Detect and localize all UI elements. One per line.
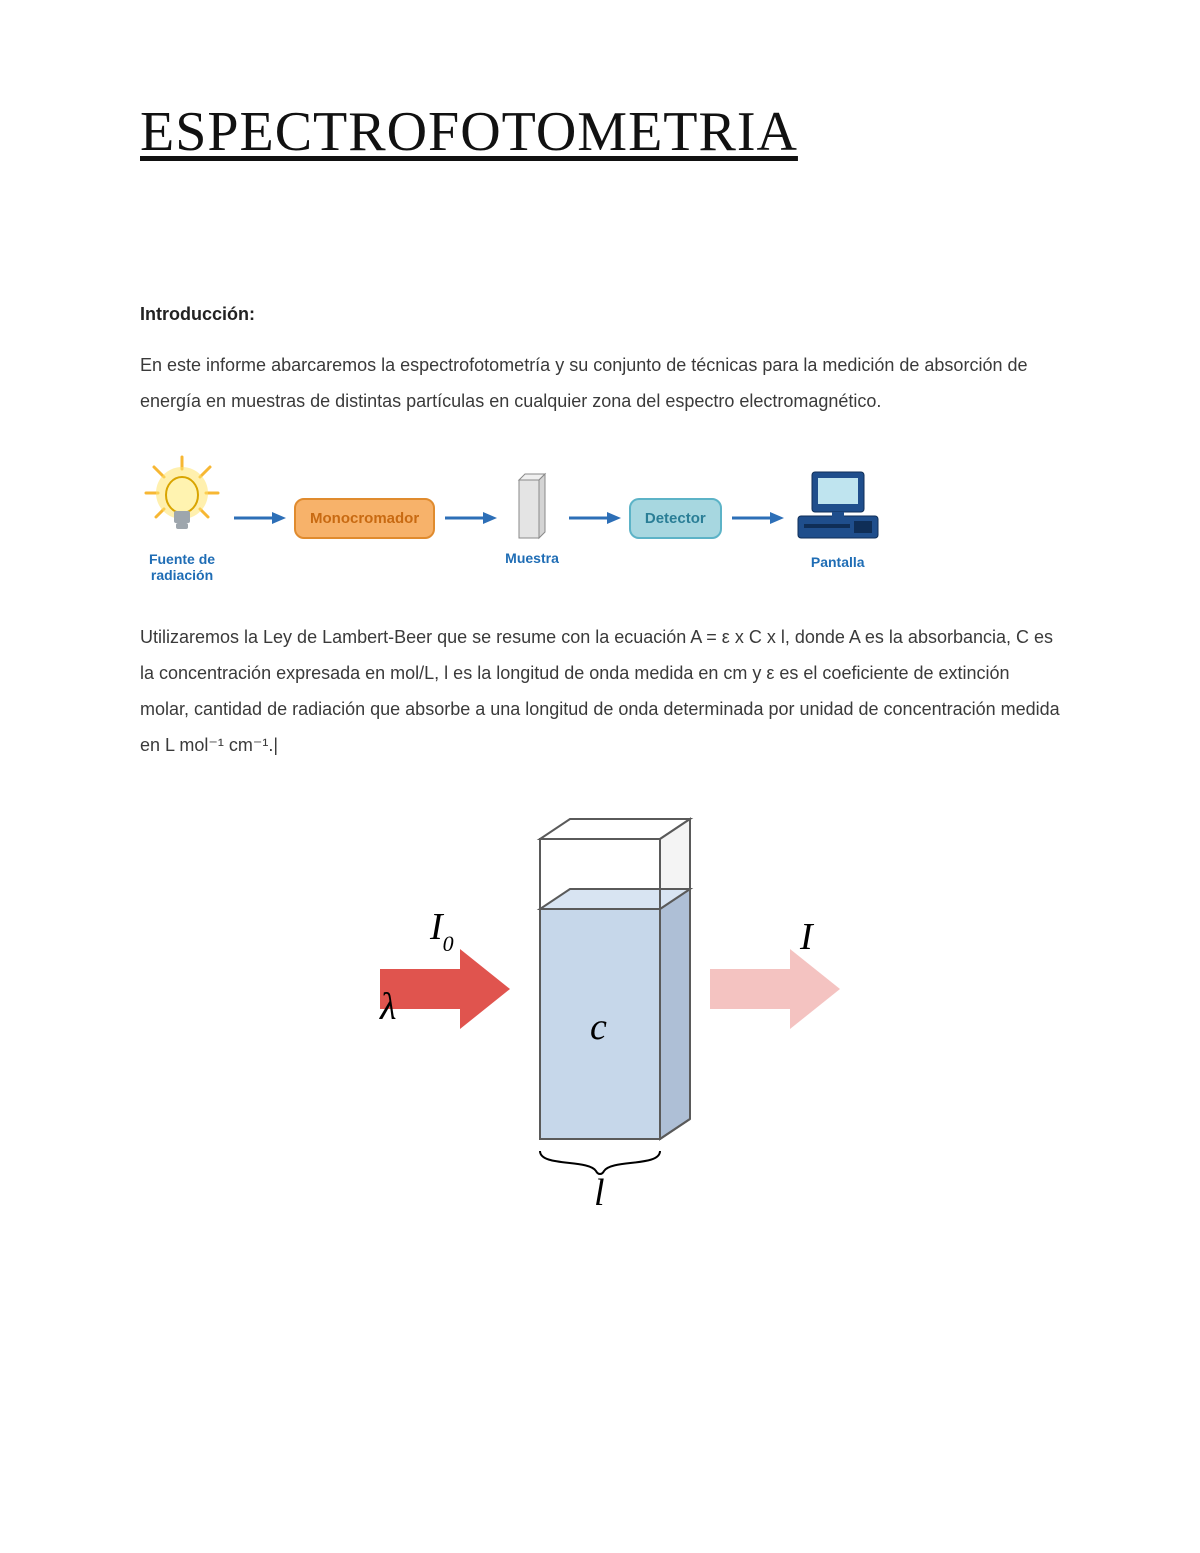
arrow-icon [232,508,286,528]
paragraph-1: En este informe abarcaremos la espectrof… [140,347,1060,419]
label-I0: I0 [429,906,454,956]
incoming-arrow-icon [380,949,510,1029]
brace-icon [540,1151,660,1174]
node-monochromator: Monocromador [294,498,435,539]
document-page: ESPECTROFOTOMETRIA Introducción: En este… [0,0,1200,1279]
label-I: I [799,916,815,958]
node-sample: Muestra [505,470,559,566]
label-lambda: λ [379,986,396,1028]
label-l: l [594,1172,605,1214]
node-label-screen: Pantalla [811,554,865,570]
arrow-icon [730,508,784,528]
beer-lambert-diagram: I0 λ [140,799,1060,1219]
spectrophotometer-diagram: Fuente de radiación Monocromador [140,447,1060,589]
page-title: ESPECTROFOTOMETRIA [140,100,1060,164]
intro-heading: Introducción: [140,304,1060,325]
cuvette-icon [540,819,690,1139]
node-label-sample: Muestra [505,550,559,566]
label-c: c [590,1006,607,1048]
arrow-icon [567,508,621,528]
monitor-icon [792,466,884,546]
detector-box: Detector [629,498,722,539]
paragraph-2: Utilizaremos la Ley de Lambert-Beer que … [140,619,1060,763]
arrow-icon [443,508,497,528]
node-detector: Detector [629,498,722,539]
monochromator-box: Monocromador [294,498,435,539]
node-radiation-source: Fuente de radiación [140,453,224,583]
lightbulb-icon [140,453,224,543]
node-label-source: Fuente de radiación [149,551,215,583]
outgoing-arrow-icon [710,949,840,1029]
cuvette-mini-icon [515,470,549,542]
node-screen: Pantalla [792,466,884,570]
